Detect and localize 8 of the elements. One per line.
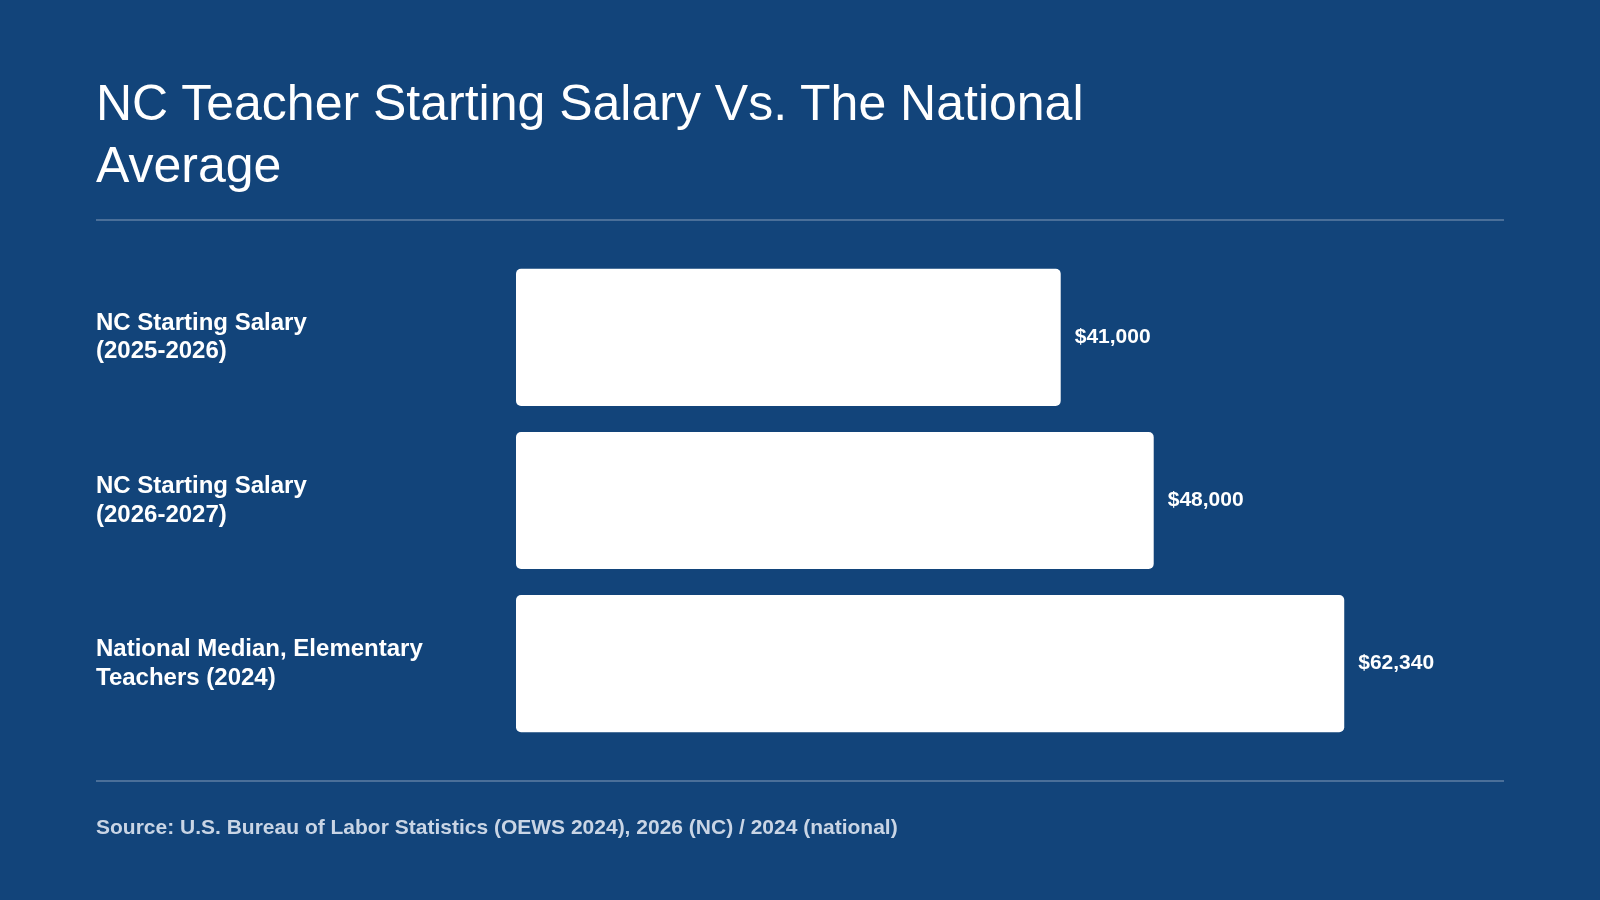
data-label: $41,000 xyxy=(1074,324,1151,348)
source-note: Source: U.S. Bureau of Labor Statistics (OEWS 2024), 2026 (NC) / 2024 (national) xyxy=(96,815,898,839)
data-label: $48,000 xyxy=(1167,487,1244,511)
y-tick-label: NC Starting Salary (2026-2027) xyxy=(96,470,308,527)
y-tick-label: National Median, Elementary Teachers (2024) xyxy=(96,633,424,690)
chart-title: NC Teacher Starting Salary Vs. The National Average xyxy=(96,74,1085,195)
data-label: $62,340 xyxy=(1358,650,1435,674)
y-tick-label: NC Starting Salary (2025-2026) xyxy=(96,307,308,364)
